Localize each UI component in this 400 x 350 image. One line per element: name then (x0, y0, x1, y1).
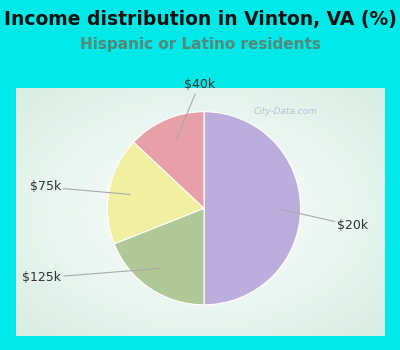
Wedge shape (204, 112, 301, 305)
Text: Income distribution in Vinton, VA (%): Income distribution in Vinton, VA (%) (4, 10, 396, 29)
Text: City-Data.com: City-Data.com (254, 107, 318, 116)
Text: $20k: $20k (279, 209, 368, 232)
Wedge shape (108, 142, 204, 244)
Text: $75k: $75k (30, 181, 130, 195)
Text: $40k: $40k (176, 78, 215, 139)
Wedge shape (134, 112, 204, 208)
Text: $125k: $125k (22, 268, 160, 284)
Text: Hispanic or Latino residents: Hispanic or Latino residents (80, 37, 320, 52)
Wedge shape (114, 208, 204, 305)
